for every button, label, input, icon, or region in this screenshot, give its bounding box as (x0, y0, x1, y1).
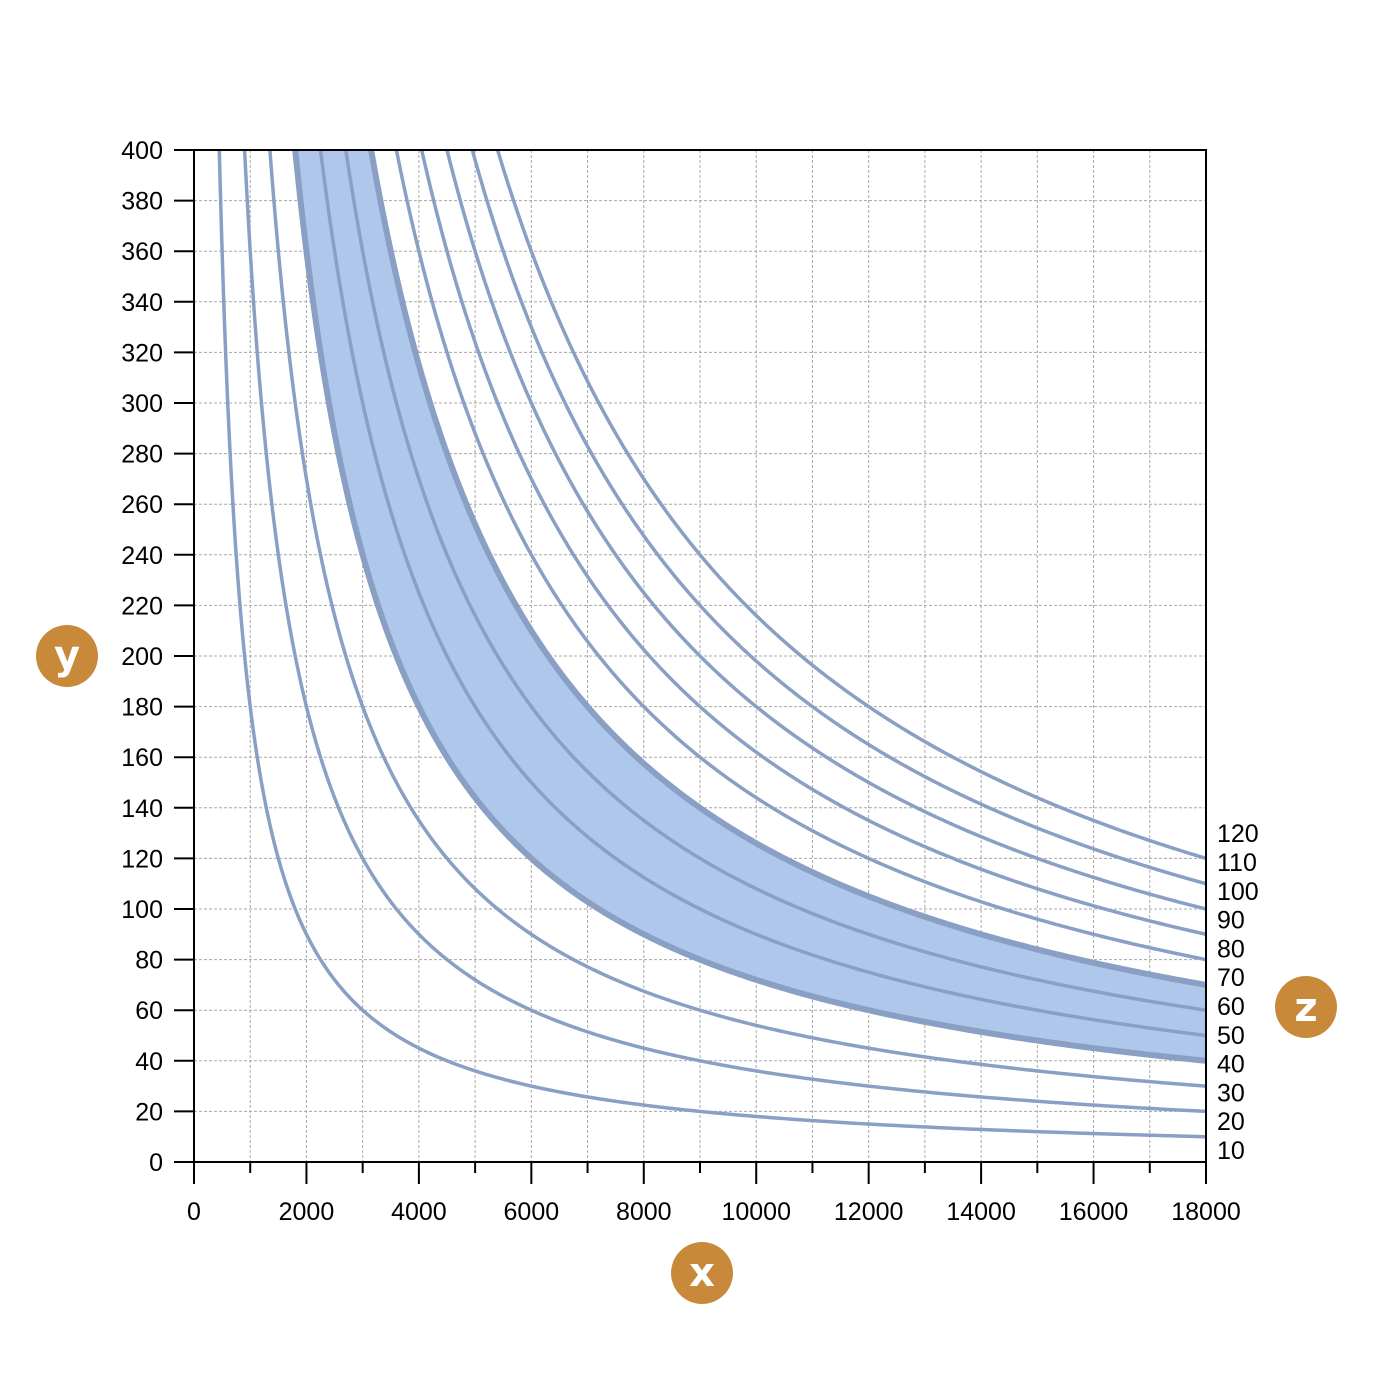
y-tick-label: 260 (121, 491, 163, 519)
curve-z-80 (394, 150, 1206, 962)
y-axis-badge: y (36, 625, 98, 687)
z-label-90: 90 (1217, 907, 1245, 935)
axes (174, 149, 1207, 1184)
z-label-80: 80 (1217, 935, 1245, 963)
y-tick-label: 200 (121, 643, 163, 671)
curve-z-50 (318, 150, 1206, 1038)
curves (217, 150, 1206, 1139)
z-label-70: 70 (1217, 964, 1245, 992)
curve-z-100 (445, 150, 1206, 911)
y-tick-label: 20 (135, 1098, 163, 1126)
z-label-60: 60 (1217, 993, 1245, 1021)
y-tick-label: 300 (121, 390, 163, 418)
curve-z-70 (368, 150, 1206, 988)
curve-z-10 (217, 150, 1206, 1139)
x-tick-labels: 0 2000 4000 6000 8000 10000 12000 14000 16000 180… (187, 1198, 1241, 1226)
y-tick-label: 180 (121, 694, 163, 722)
y-tick-label: 80 (135, 947, 163, 975)
x-axis-label: x (689, 1250, 715, 1296)
x-tick-label: 6000 (504, 1198, 560, 1226)
z-axis-label: z (1294, 985, 1317, 1031)
y-tick-label: 160 (121, 744, 163, 772)
y-axis-label: y (54, 633, 80, 679)
curve-z-30 (268, 150, 1206, 1088)
y-tick-label: 340 (121, 289, 163, 317)
x-tick-label: 18000 (1171, 1198, 1241, 1226)
y-tick-label: 120 (121, 845, 163, 873)
curve-z-90 (419, 150, 1206, 937)
curve-z-60 (344, 150, 1206, 1012)
z-axis-badge: z (1275, 976, 1337, 1038)
y-tick-labels: 0 20 40 60 80 100 120 140 160 180 200 220 240 260 280 3… (121, 137, 163, 1177)
curve-z-120 (495, 150, 1206, 861)
z-label-40: 40 (1217, 1051, 1245, 1079)
z-label-50: 50 (1217, 1022, 1245, 1050)
y-tick-label: 240 (121, 542, 163, 570)
z-label-110: 110 (1217, 849, 1257, 877)
x-tick-label: 14000 (946, 1198, 1016, 1226)
z-label-100: 100 (1217, 878, 1259, 906)
y-tick-label: 100 (121, 896, 163, 924)
x-tick-label: 12000 (834, 1198, 904, 1226)
highlight-band (295, 150, 1206, 1061)
x-tick-label: 4000 (391, 1198, 447, 1226)
y-tick-label: 140 (121, 795, 163, 823)
x-axis-badge: x (671, 1242, 733, 1304)
y-tick-label: 60 (135, 997, 163, 1025)
curve-z-110 (470, 150, 1206, 886)
z-label-120: 120 (1217, 820, 1259, 848)
x-tick-label: 0 (187, 1198, 201, 1226)
x-tick-label: 16000 (1059, 1198, 1129, 1226)
x-tick-label: 10000 (721, 1198, 791, 1226)
band-fill (295, 150, 1206, 1061)
z-label-10: 10 (1217, 1137, 1245, 1165)
curve-z-40 (292, 150, 1206, 1064)
y-tick-label: 220 (121, 592, 163, 620)
z-label-30: 30 (1217, 1079, 1245, 1107)
x-tick-label: 2000 (279, 1198, 335, 1226)
y-tick-label: 380 (121, 188, 163, 216)
y-tick-label: 0 (149, 1149, 163, 1177)
y-tick-label: 320 (121, 339, 163, 367)
y-tick-label: 360 (121, 238, 163, 266)
x-tick-label: 8000 (616, 1198, 672, 1226)
y-tick-label: 400 (121, 137, 163, 165)
y-tick-label: 280 (121, 441, 163, 469)
y-tick-label: 40 (135, 1048, 163, 1076)
curve-z-20 (242, 150, 1206, 1114)
z-label-20: 20 (1217, 1108, 1245, 1136)
